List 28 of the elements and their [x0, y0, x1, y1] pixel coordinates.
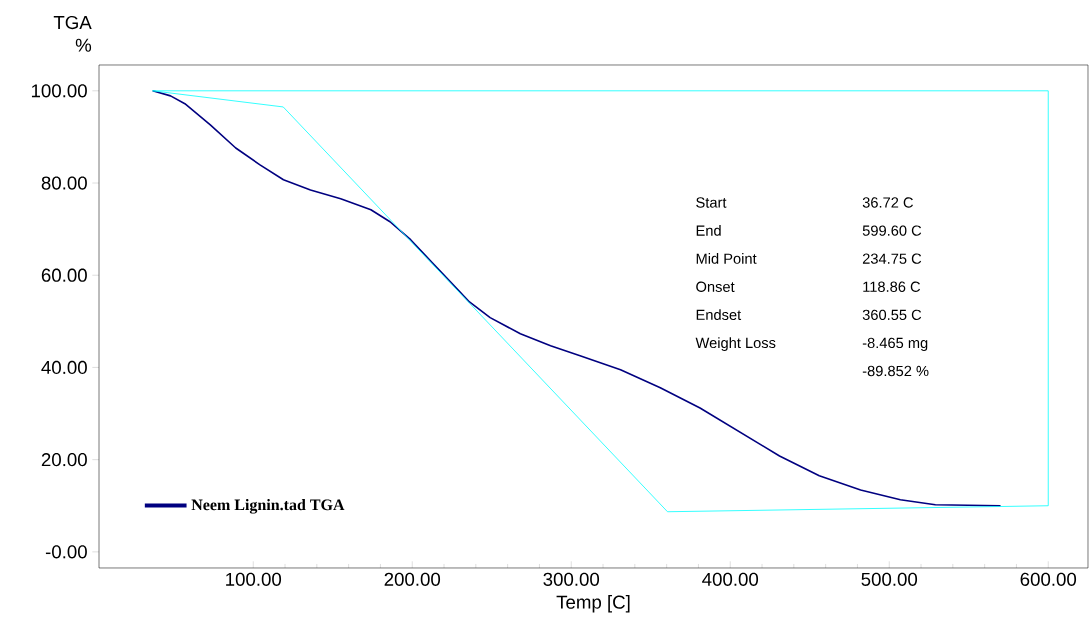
- y-tick-label: 100.00: [31, 84, 87, 98]
- y-tick-label: 60.00: [41, 268, 87, 282]
- annotation: 118.86 C: [863, 281, 921, 292]
- x-tick-label: 600.00: [1020, 572, 1077, 586]
- annotation: End: [696, 225, 721, 236]
- y-tick-label: 40.00: [41, 360, 87, 375]
- annotation: 234.75 C: [862, 253, 922, 264]
- y-axis-title: TGA %: [53, 15, 92, 52]
- annotation: Mid Point: [696, 253, 757, 264]
- x-tick-label: 300.00: [543, 572, 600, 586]
- x-tick-label: 500.00: [861, 572, 918, 586]
- legend-label: Neem Lignin.tad TGA: [191, 498, 345, 514]
- annotation: 599.60 C: [862, 225, 922, 236]
- annotation: Onset: [696, 281, 735, 292]
- annotation: Endset: [696, 309, 742, 321]
- annotation: 36.72 C: [862, 197, 913, 208]
- x-tick-label: 100.00: [226, 572, 282, 586]
- y-tick-label: 80.00: [41, 176, 87, 190]
- annotation: Weight Loss: [695, 337, 776, 351]
- x-tick-label: 200.00: [384, 572, 441, 586]
- annotation: -8.465 mg: [862, 337, 928, 351]
- annotation: 360.55 C: [862, 309, 922, 321]
- annotation: Start: [696, 197, 727, 208]
- x-tick-label: 400.00: [702, 572, 759, 586]
- y-tick-label: 20.00: [41, 453, 87, 467]
- x-axis-title: Temp [C]: [556, 595, 630, 613]
- annotation: -89.852 %: [862, 365, 929, 377]
- y-tick-label: -0.00: [45, 545, 87, 559]
